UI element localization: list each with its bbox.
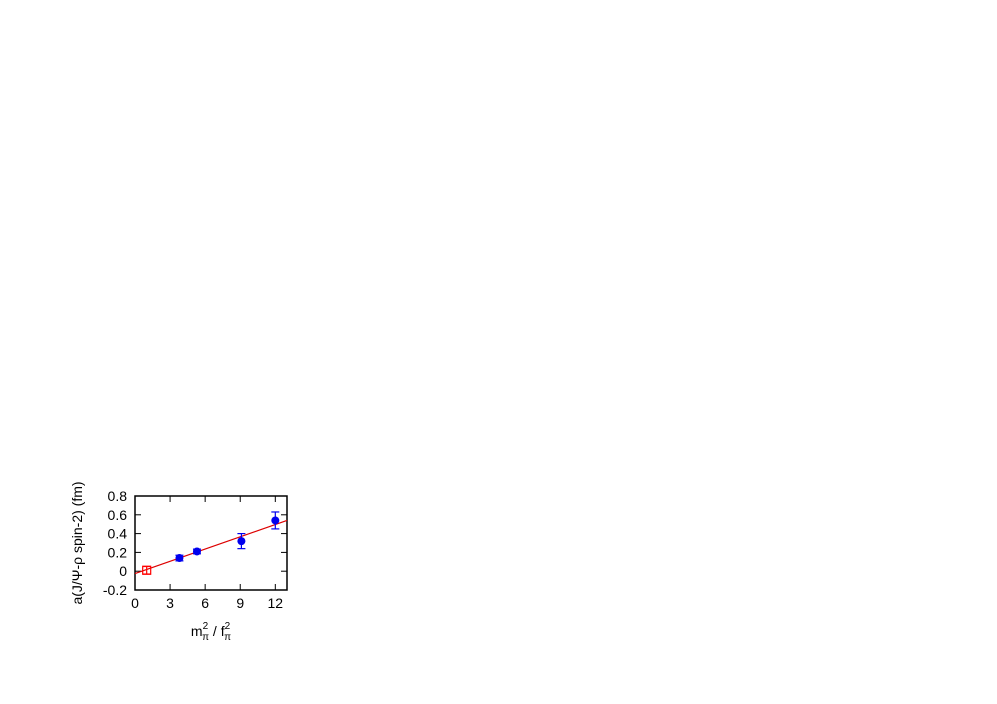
x-tick-label: 12 xyxy=(268,595,284,611)
x-axis-label: m2 π / f2 π xyxy=(191,621,231,643)
point-marker xyxy=(175,554,184,563)
y-tick-label: 0 xyxy=(119,563,127,579)
point-marker xyxy=(271,516,280,525)
plot-frame xyxy=(134,495,288,591)
point-marker xyxy=(192,547,201,556)
x-tick-label: 9 xyxy=(236,595,244,611)
point-marker xyxy=(142,565,152,575)
axis-ticks: 0 3 6 9 12-0.200.20.40.60.8 xyxy=(103,488,287,611)
data-point xyxy=(142,565,152,575)
data-point xyxy=(175,554,184,563)
x-tick-label: 0 xyxy=(131,595,139,611)
data-point xyxy=(237,532,246,550)
point-marker xyxy=(237,537,246,546)
data-point xyxy=(192,547,201,556)
data-point xyxy=(271,511,280,530)
y-axis-label: a(J/Ψ-ρ spin-2) (fm) xyxy=(69,481,85,604)
y-tick-label: 0.2 xyxy=(108,544,128,560)
y-tick-label: -0.2 xyxy=(103,582,127,598)
x-tick-label: 6 xyxy=(201,595,209,611)
x-tick-label: 3 xyxy=(166,595,174,611)
plot-area xyxy=(134,495,288,591)
y-tick-label: 0.4 xyxy=(108,526,128,542)
data-marks xyxy=(134,511,288,575)
y-tick-label: 0.6 xyxy=(108,507,128,523)
y-tick-label: 0.8 xyxy=(108,488,128,504)
fit-line xyxy=(134,519,288,575)
